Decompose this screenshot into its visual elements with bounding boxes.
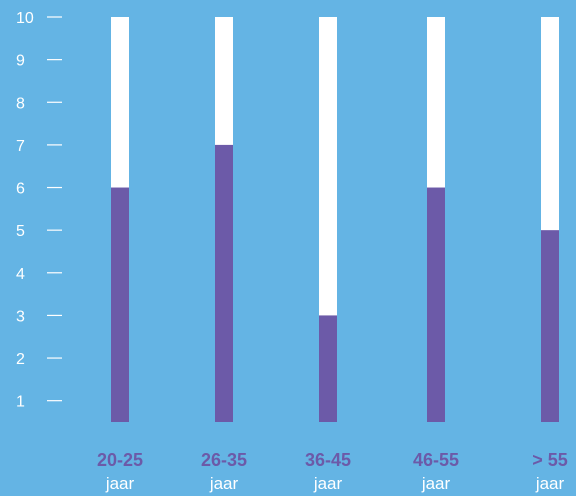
bars xyxy=(111,17,559,423)
y-tick-label: 8 xyxy=(16,95,25,112)
bar-group xyxy=(427,17,445,422)
category-unit-label: jaar xyxy=(209,474,239,493)
y-tick-label: 1 xyxy=(16,394,25,411)
y-tick-label: 5 xyxy=(16,223,25,240)
bar xyxy=(319,315,337,422)
y-tick-label: 6 xyxy=(16,181,25,198)
category-label: 26-35 xyxy=(201,450,247,470)
bar-group xyxy=(215,17,233,423)
y-tick-label: 2 xyxy=(16,351,25,368)
y-tick-label: 9 xyxy=(16,53,25,70)
bar xyxy=(111,187,129,422)
y-tick-label: 3 xyxy=(16,308,25,325)
category-label: 46-55 xyxy=(413,450,459,470)
category-label: 36-45 xyxy=(305,450,351,470)
y-tick-label: 10 xyxy=(16,10,34,27)
category-label: 20-25 xyxy=(97,450,143,470)
bar xyxy=(215,144,233,423)
y-tick-label: 4 xyxy=(16,266,25,283)
bar xyxy=(541,230,559,422)
y-axis: 1 2 3 4 5 6 7 8 9 10 xyxy=(16,10,62,411)
bar-group xyxy=(541,17,559,422)
category-label: > 55 xyxy=(532,450,568,470)
y-tick-label: 7 xyxy=(16,138,25,155)
x-axis-labels: 20-25 jaar 26-35 jaar 36-45 jaar 46-55 jaar > 55… xyxy=(97,450,568,493)
category-unit-label: jaar xyxy=(105,474,135,493)
bar xyxy=(427,187,445,422)
bar-group xyxy=(319,17,337,422)
bar-group xyxy=(111,17,129,422)
category-unit-label: jaar xyxy=(535,474,565,493)
category-unit-label: jaar xyxy=(421,474,451,493)
category-unit-label: jaar xyxy=(313,474,343,493)
